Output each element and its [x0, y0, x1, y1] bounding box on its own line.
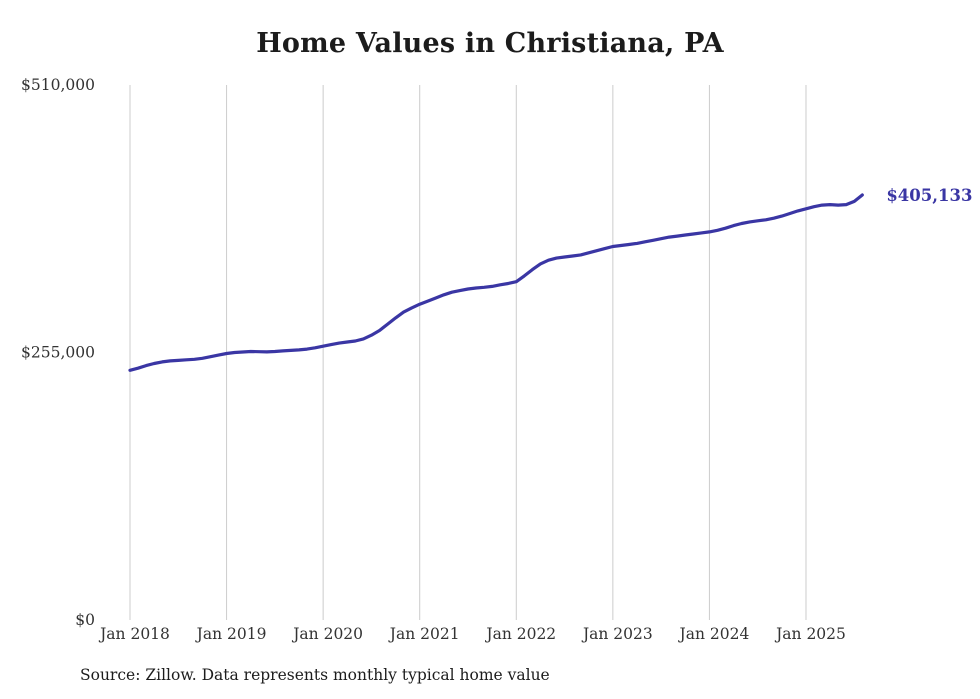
- y-axis-label: $255,000: [21, 344, 95, 362]
- source-note: Source: Zillow. Data represents monthly …: [80, 666, 550, 684]
- end-value-label: $405,133: [886, 186, 972, 205]
- x-axis-label: Jan 2022: [484, 625, 556, 643]
- x-axis-label: Jan 2020: [291, 625, 363, 643]
- x-axis-label: Jan 2025: [774, 625, 846, 643]
- chart-title: Home Values in Christiana, PA: [256, 28, 724, 59]
- x-axis-label: Jan 2019: [195, 625, 267, 643]
- x-axis-label: Jan 2018: [98, 625, 170, 643]
- x-axis-label: Jan 2021: [388, 625, 460, 643]
- value-line: [128, 193, 864, 372]
- x-axis-label: Jan 2023: [581, 625, 653, 643]
- x-axis-label: Jan 2024: [678, 625, 750, 643]
- y-axis-label: $510,000: [21, 76, 95, 94]
- chart-svg: Jan 2018 Jan 2019 Jan 2020 Jan 2021 Jan 2022…: [21, 76, 972, 643]
- y-axis-label: $0: [75, 611, 95, 629]
